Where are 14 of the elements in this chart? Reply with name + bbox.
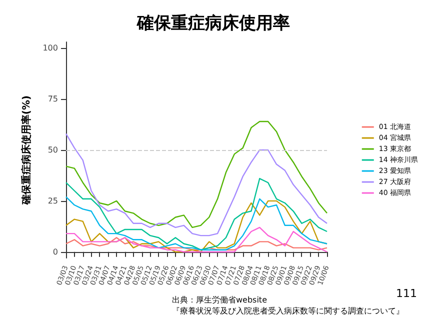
line-series: [65, 120, 328, 228]
y-tick-label: 100: [42, 44, 58, 53]
y-tick-label: 50: [48, 146, 58, 154]
chart-title: 確保重症病床使用率: [136, 14, 290, 34]
y-axis-title: 確保重症病床使用率(%): [20, 95, 32, 206]
text: 111: [396, 287, 418, 300]
line-series: [65, 178, 328, 250]
text: 『療養状況等及び入院患者受入病床数等に関する調査について』: [172, 306, 404, 316]
y-tick-label: 25: [48, 196, 58, 206]
source-note: 出典：厚生労働省website: [172, 296, 268, 304]
line-series: [65, 237, 328, 250]
y-tick-label: 0: [52, 247, 58, 256]
line-series: [65, 133, 328, 236]
y-tick-label: 75: [48, 94, 58, 104]
